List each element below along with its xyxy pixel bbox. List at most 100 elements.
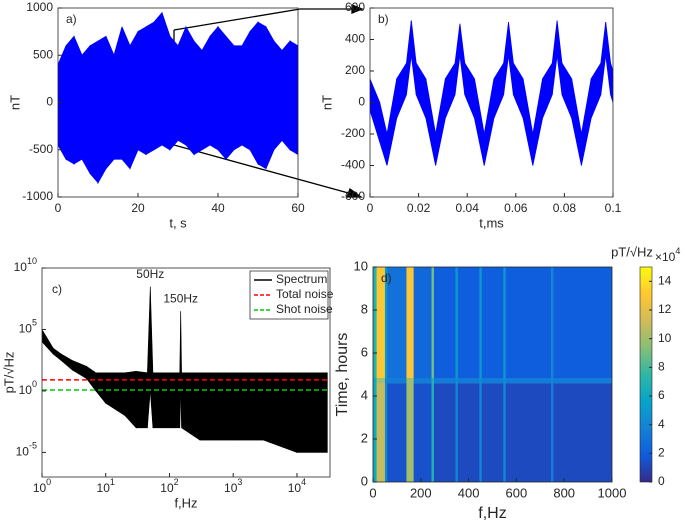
heatmap-cell: [413, 267, 432, 379]
y-tick-label: 400: [345, 32, 365, 46]
heatmap-cell: [373, 267, 377, 379]
heatmap-cell: [387, 377, 407, 384]
signal-band: [459, 23, 466, 95]
signal-band: [193, 39, 203, 156]
spectrum-band: [296, 372, 328, 453]
superscript: 4: [301, 477, 306, 487]
heatmap-cell: [376, 267, 386, 379]
y-tick-label: 500: [33, 47, 53, 61]
x-tick-label: 20: [131, 201, 145, 215]
signal-band: [249, 21, 259, 166]
heatmap-cell: [505, 377, 552, 384]
superscript: 10: [27, 256, 37, 266]
spectrum-band: [86, 365, 97, 392]
signal-band: [73, 36, 83, 165]
colorbar-title: pT/√Hz: [611, 244, 653, 259]
legend-label: Shot noise: [276, 302, 333, 316]
signal-band: [532, 78, 543, 166]
plot-area: [373, 267, 612, 482]
heatmap-cell: [551, 377, 554, 384]
signal-band: [542, 61, 553, 119]
x-tick-label: 60: [291, 201, 305, 215]
heatmap-cell: [431, 383, 435, 482]
y-tick-label: 10: [354, 258, 368, 273]
heatmap-cell: [551, 383, 554, 482]
x-tick-label: 0: [55, 201, 62, 215]
x-tick-label: 600: [506, 485, 528, 500]
y-tick-label: 200: [345, 63, 365, 77]
y-tick-label: -400: [341, 158, 365, 172]
heatmap-cell: [457, 377, 480, 384]
panel-label: a): [66, 12, 77, 26]
superscript: 0: [32, 379, 37, 389]
signal-band: [89, 40, 99, 184]
x-tick-label: 200: [410, 485, 432, 500]
y-tick-label: -500: [29, 142, 53, 156]
y-tick-label: 0: [361, 473, 368, 488]
y-axis-label: pT/√Hz: [1, 352, 16, 394]
heatmap-cell: [433, 383, 456, 482]
signal-band: [217, 25, 227, 161]
heatmap-cell: [384, 377, 388, 384]
signal-band: [396, 61, 407, 119]
x-tick-label: 0.02: [407, 201, 431, 215]
heatmap-cell: [373, 377, 377, 384]
signal-band: [561, 61, 573, 119]
signal-band: [97, 35, 107, 185]
heatmap-cell: [431, 377, 435, 384]
y-tick-label: -1000: [22, 189, 53, 203]
signal-band: [257, 21, 267, 170]
signal-band: [65, 35, 75, 165]
superscript: 0: [46, 477, 51, 487]
signal-band: [590, 61, 602, 119]
spectrum-band: [199, 372, 234, 441]
signal-band: [493, 61, 505, 119]
colorbar-tick-label: 10: [658, 331, 672, 345]
x-tick-label: 0.06: [504, 201, 528, 215]
signal-band: [435, 78, 446, 166]
y-tick-label: 0: [358, 95, 365, 109]
x-axis-label: f,Hz: [174, 495, 197, 510]
signal-band: [444, 61, 456, 119]
superscript: 1: [110, 477, 115, 487]
spectrum-band: [181, 372, 201, 441]
spectrum-band: [149, 286, 154, 428]
spectrum-band: [95, 372, 107, 405]
signal-band: [121, 26, 131, 170]
signal-band: [600, 22, 607, 95]
superscript: 2: [174, 477, 179, 487]
x-tick-label: 104: [288, 477, 306, 495]
signal-band: [454, 23, 461, 95]
y-tick-label-base: 10: [16, 445, 30, 459]
signal-band: [265, 25, 275, 169]
colorbar: [639, 266, 653, 483]
heatmap-cell: [455, 267, 459, 379]
heatmap-cell: [413, 377, 432, 384]
peak-annotation: 50Hz: [136, 267, 164, 281]
signal-band: [370, 78, 381, 142]
signal-band: [508, 22, 514, 95]
heatmap-cell: [455, 377, 459, 384]
panel-label: d): [381, 271, 392, 285]
y-tick-label-base: 10: [19, 322, 33, 336]
heatmap-cell: [376, 383, 386, 482]
heatmap-cell: [384, 383, 388, 482]
plot-area: [42, 286, 330, 453]
heatmap-cell: [376, 377, 386, 384]
heatmap-cell: [503, 267, 506, 379]
signal-band: [145, 21, 155, 156]
x-tick-label: 1000: [598, 485, 627, 500]
heatmap-cell: [551, 267, 554, 379]
signal-band: [581, 78, 592, 166]
signal-band: [610, 63, 613, 103]
spectrum-band: [169, 372, 181, 429]
heatmap-cell: [481, 383, 504, 482]
colorbar-tick-label: 0: [658, 474, 665, 488]
spectrum-band: [42, 328, 54, 355]
signal-band: [289, 40, 298, 155]
signal-band: [233, 45, 243, 151]
spectrum-band: [263, 372, 298, 453]
axes-frame: [41, 267, 331, 478]
y-tick-label: 1000: [26, 0, 53, 14]
x-tick-label: 400: [458, 485, 480, 500]
